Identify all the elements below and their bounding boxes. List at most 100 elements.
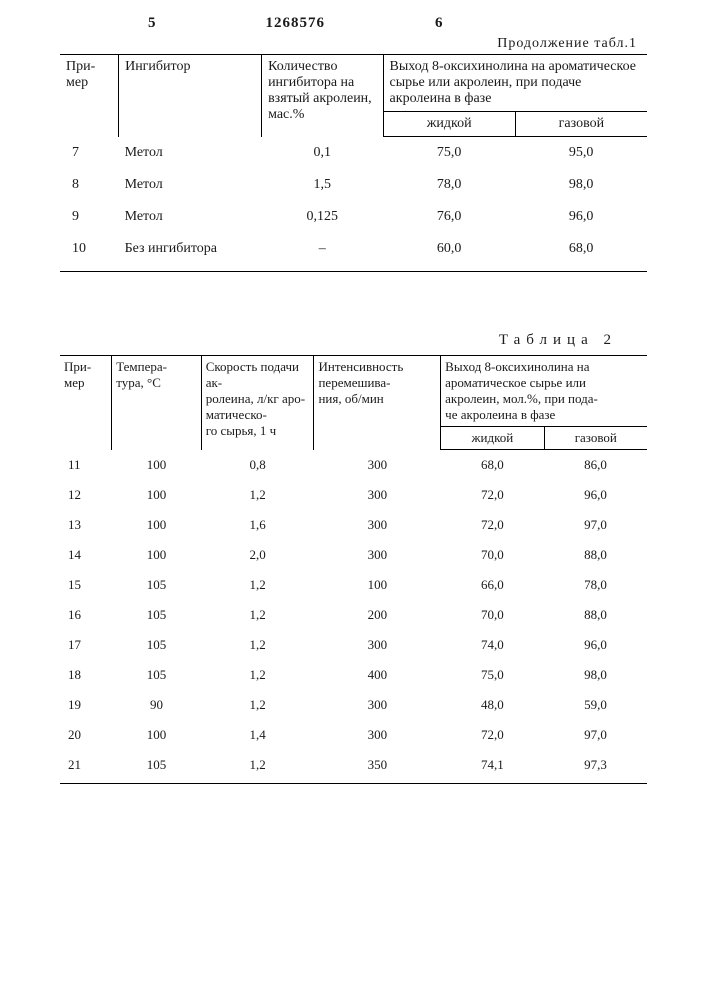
table-row: 19901,230048,059,0 <box>60 690 647 720</box>
cell-intensity: 300 <box>314 450 441 481</box>
cell-gas: 78,0 <box>544 570 647 600</box>
cell-liquid: 72,0 <box>441 720 544 750</box>
cell-intensity: 200 <box>314 600 441 630</box>
cell-speed: 1,2 <box>201 660 314 690</box>
cell-liquid: 72,0 <box>441 510 544 540</box>
cell-intensity: 100 <box>314 570 441 600</box>
cell-liquid: 74,1 <box>441 750 544 784</box>
cell-liquid: 72,0 <box>441 480 544 510</box>
col-num-left: 5 <box>148 15 156 32</box>
cell-temp: 90 <box>112 690 202 720</box>
cell-inhibitor: Без ингибитора <box>119 233 262 272</box>
cell-gas: 98,0 <box>544 660 647 690</box>
cell-liquid: 48,0 <box>441 690 544 720</box>
continuation-label: Продолжение табл.1 <box>60 36 647 52</box>
cell-speed: 1,2 <box>201 570 314 600</box>
cell-primer: 9 <box>60 201 119 233</box>
cell-speed: 1,2 <box>201 690 314 720</box>
cell-gas: 68,0 <box>515 233 647 272</box>
cell-primer: 16 <box>60 600 112 630</box>
cell-gas: 98,0 <box>515 169 647 201</box>
cell-gas: 96,0 <box>544 480 647 510</box>
cell-intensity: 300 <box>314 510 441 540</box>
cell-gas: 97,0 <box>544 510 647 540</box>
cell-qty: – <box>262 233 383 272</box>
cell-primer: 10 <box>60 233 119 272</box>
cell-temp: 100 <box>112 720 202 750</box>
cell-inhibitor: Метол <box>119 137 262 170</box>
cell-primer: 14 <box>60 540 112 570</box>
cell-qty: 0,1 <box>262 137 383 170</box>
cell-speed: 1,2 <box>201 600 314 630</box>
t1-col-primer: При- мер <box>60 55 119 137</box>
cell-temp: 100 <box>112 480 202 510</box>
cell-liquid: 68,0 <box>441 450 544 481</box>
cell-gas: 59,0 <box>544 690 647 720</box>
cell-gas: 97,3 <box>544 750 647 784</box>
cell-primer: 7 <box>60 137 119 170</box>
table-1: При- мер Ингибитор Количество ингибитора… <box>60 54 647 272</box>
table-row: 131001,630072,097,0 <box>60 510 647 540</box>
cell-primer: 17 <box>60 630 112 660</box>
table-row: 171051,230074,096,0 <box>60 630 647 660</box>
t1-col-gas: газовой <box>515 112 647 137</box>
table-row: 201001,430072,097,0 <box>60 720 647 750</box>
table-row: 7Метол0,175,095,0 <box>60 137 647 170</box>
cell-intensity: 350 <box>314 750 441 784</box>
page-header: 5 1268576 6 <box>60 15 647 32</box>
t1-col-liquid: жидкой <box>383 112 515 137</box>
cell-intensity: 400 <box>314 660 441 690</box>
cell-liquid: 76,0 <box>383 201 515 233</box>
cell-speed: 2,0 <box>201 540 314 570</box>
cell-temp: 105 <box>112 570 202 600</box>
table-row: 141002,030070,088,0 <box>60 540 647 570</box>
table-row: 111000,830068,086,0 <box>60 450 647 481</box>
table-row: 151051,210066,078,0 <box>60 570 647 600</box>
t2-col-speed: Скорость подачи ак- ролеина, л/кг аро- м… <box>201 356 314 450</box>
cell-liquid: 66,0 <box>441 570 544 600</box>
cell-liquid: 70,0 <box>441 540 544 570</box>
t2-col-intensity: Интенсивность перемешива- ния, об/мин <box>314 356 441 450</box>
cell-primer: 12 <box>60 480 112 510</box>
cell-liquid: 70,0 <box>441 600 544 630</box>
cell-gas: 86,0 <box>544 450 647 481</box>
table-row: 10Без ингибитора–60,068,0 <box>60 233 647 272</box>
cell-temp: 105 <box>112 660 202 690</box>
cell-speed: 1,2 <box>201 480 314 510</box>
cell-primer: 18 <box>60 660 112 690</box>
table-row: 121001,230072,096,0 <box>60 480 647 510</box>
cell-primer: 19 <box>60 690 112 720</box>
cell-primer: 8 <box>60 169 119 201</box>
cell-liquid: 60,0 <box>383 233 515 272</box>
table2-title: Таблица 2 <box>60 332 647 349</box>
cell-liquid: 74,0 <box>441 630 544 660</box>
cell-gas: 96,0 <box>544 630 647 660</box>
cell-primer: 15 <box>60 570 112 600</box>
table-row: 211051,235074,197,3 <box>60 750 647 784</box>
cell-intensity: 300 <box>314 480 441 510</box>
t2-col-liquid: жидкой <box>441 427 544 450</box>
cell-gas: 88,0 <box>544 540 647 570</box>
cell-intensity: 300 <box>314 540 441 570</box>
t1-col-inhibitor: Ингибитор <box>119 55 262 137</box>
table-row: 9Метол0,12576,096,0 <box>60 201 647 233</box>
table-2: При- мер Темпера- тура, °С Скорость пода… <box>60 355 647 784</box>
cell-liquid: 75,0 <box>383 137 515 170</box>
t2-col-yield: Выход 8-оксихинолина на ароматическое сы… <box>441 356 647 427</box>
cell-primer: 21 <box>60 750 112 784</box>
cell-liquid: 78,0 <box>383 169 515 201</box>
cell-speed: 0,8 <box>201 450 314 481</box>
cell-speed: 1,4 <box>201 720 314 750</box>
cell-intensity: 300 <box>314 630 441 660</box>
t2-col-primer: При- мер <box>60 356 112 450</box>
t1-col-quantity: Количество ингибитора на взятый акролеин… <box>262 55 383 137</box>
cell-speed: 1,2 <box>201 630 314 660</box>
cell-primer: 11 <box>60 450 112 481</box>
cell-temp: 100 <box>112 450 202 481</box>
cell-qty: 1,5 <box>262 169 383 201</box>
cell-gas: 97,0 <box>544 720 647 750</box>
cell-qty: 0,125 <box>262 201 383 233</box>
cell-temp: 105 <box>112 600 202 630</box>
table-row: 181051,240075,098,0 <box>60 660 647 690</box>
col-num-right: 6 <box>435 15 443 32</box>
